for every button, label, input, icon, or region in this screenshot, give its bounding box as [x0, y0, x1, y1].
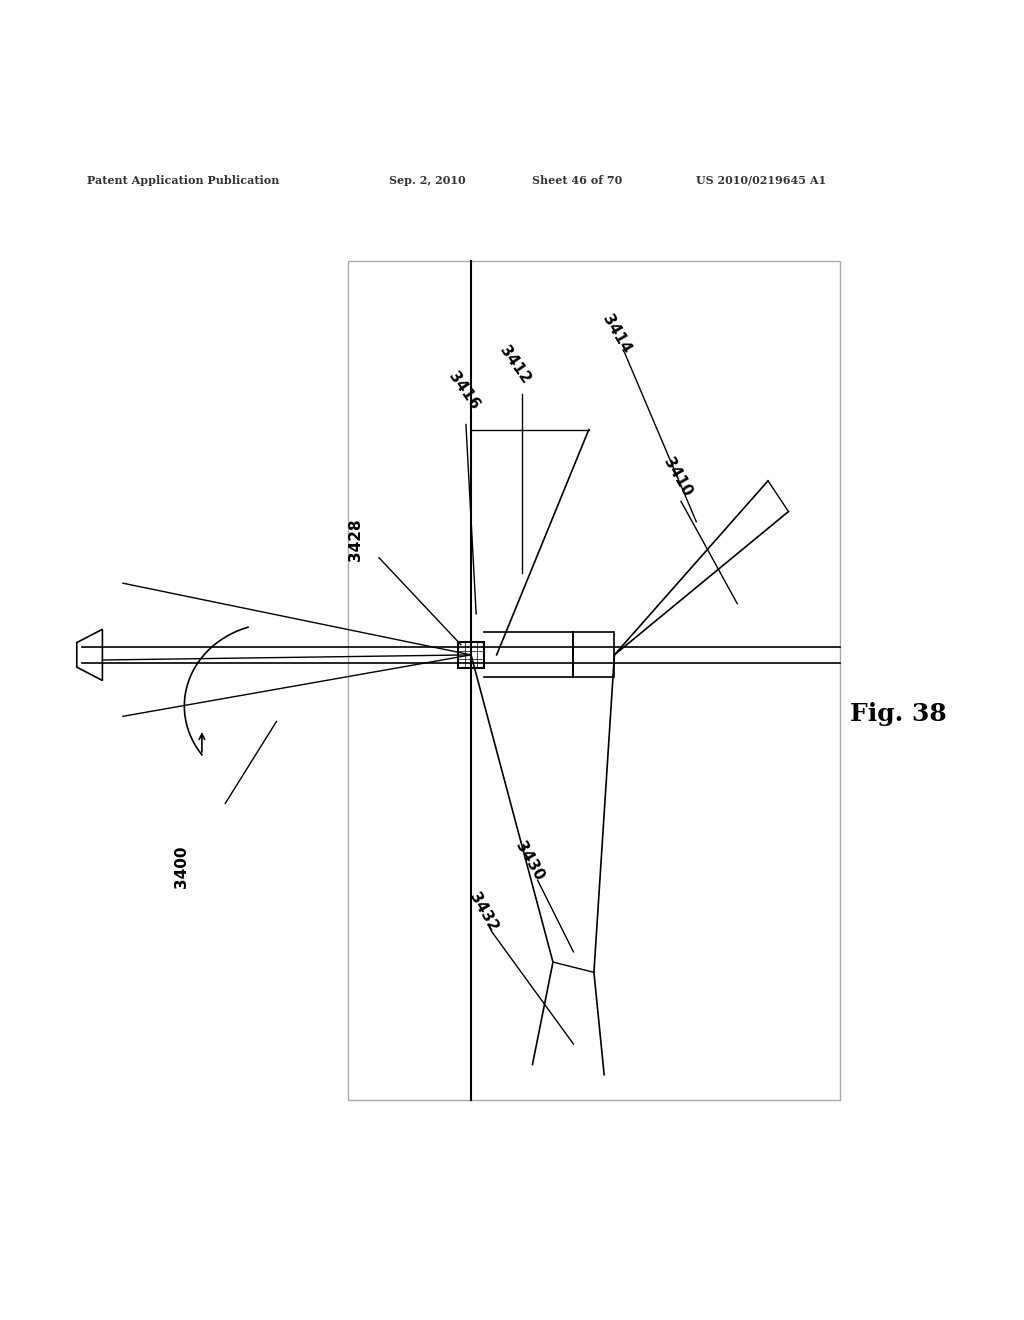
Text: 3410: 3410 [660, 455, 694, 499]
Text: US 2010/0219645 A1: US 2010/0219645 A1 [696, 174, 826, 186]
Text: Sheet 46 of 70: Sheet 46 of 70 [532, 174, 623, 186]
Text: 3400: 3400 [174, 846, 189, 888]
Bar [459, 642, 484, 668]
Text: 3412: 3412 [497, 343, 534, 387]
Text: Fig. 38: Fig. 38 [850, 702, 946, 726]
Text: Sep. 2, 2010: Sep. 2, 2010 [389, 174, 466, 186]
Text: 3430: 3430 [512, 838, 546, 883]
Text: Patent Application Publication: Patent Application Publication [87, 174, 280, 186]
Text: 3416: 3416 [445, 368, 482, 412]
Text: 3432: 3432 [466, 890, 500, 935]
Bar [348, 260, 840, 1101]
Bar [573, 632, 614, 677]
Text: 3428: 3428 [348, 517, 364, 561]
Polygon shape [77, 630, 102, 681]
Text: 3414: 3414 [599, 312, 633, 356]
